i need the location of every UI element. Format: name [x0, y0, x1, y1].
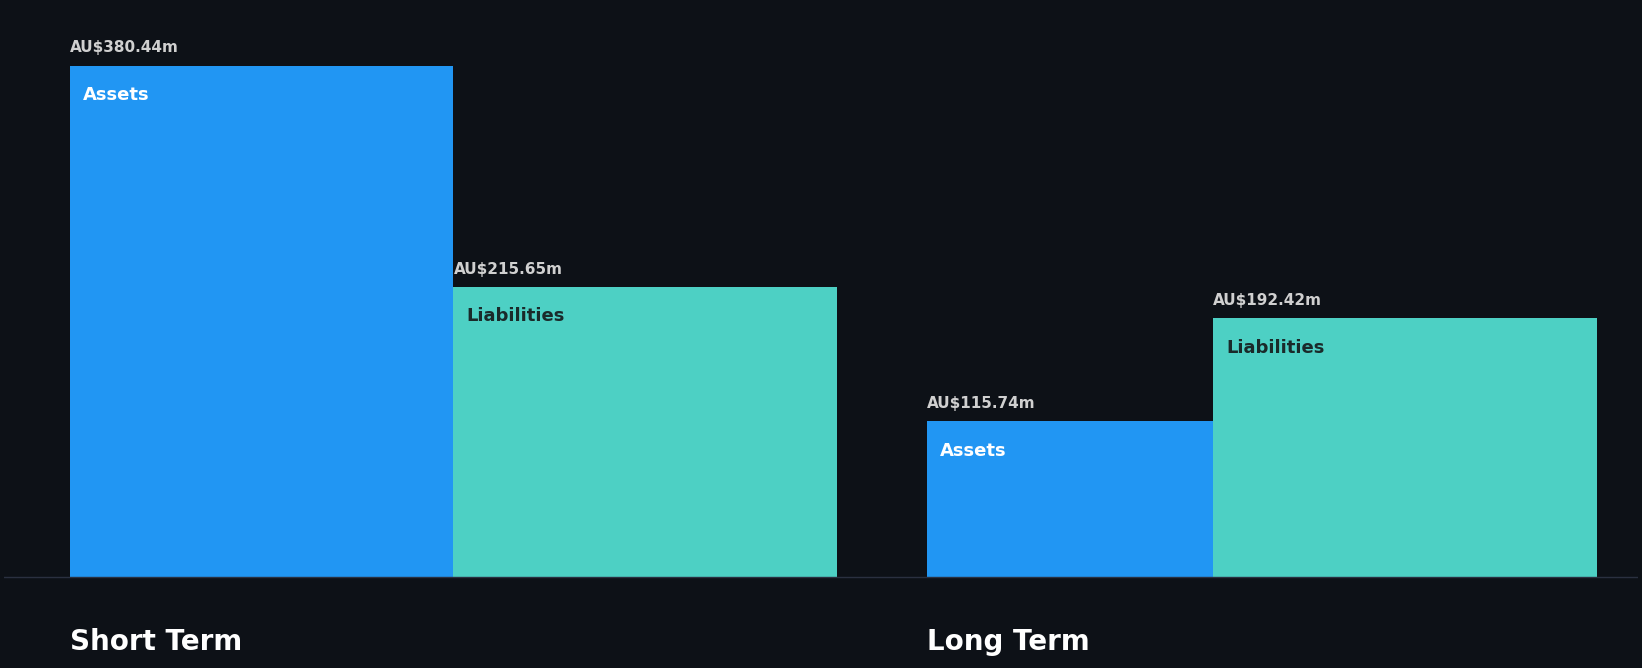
- FancyBboxPatch shape: [69, 65, 453, 577]
- Text: AU$380.44m: AU$380.44m: [69, 40, 179, 55]
- Text: AU$215.65m: AU$215.65m: [453, 262, 563, 277]
- Text: Liabilities: Liabilities: [1227, 339, 1325, 357]
- Text: Assets: Assets: [82, 86, 149, 104]
- FancyBboxPatch shape: [453, 287, 837, 577]
- Text: Liabilities: Liabilities: [466, 307, 565, 325]
- Text: Assets: Assets: [941, 442, 1007, 460]
- Text: AU$115.74m: AU$115.74m: [928, 396, 1036, 411]
- Text: AU$192.42m: AU$192.42m: [1213, 293, 1322, 308]
- FancyBboxPatch shape: [1213, 318, 1598, 577]
- Text: Short Term: Short Term: [69, 628, 241, 656]
- Text: Long Term: Long Term: [928, 628, 1090, 656]
- FancyBboxPatch shape: [928, 422, 1213, 577]
